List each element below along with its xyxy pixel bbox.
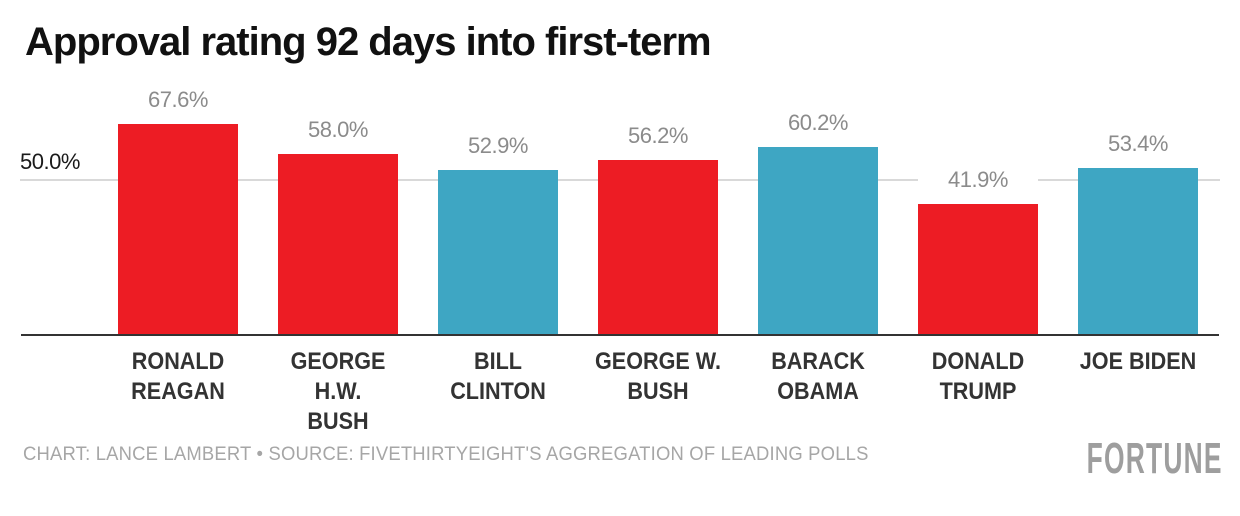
- bar: [278, 154, 398, 336]
- bar-value-label: 58.0%: [278, 118, 398, 142]
- y-axis-label-50: 50.0%: [20, 149, 80, 174]
- fortune-logo: FORTUNE: [1087, 434, 1223, 483]
- bar-value-label: 41.9%: [918, 168, 1038, 192]
- bar-category-label: GEORGE W. BUSH: [594, 348, 721, 405]
- bar: [758, 147, 878, 336]
- bar-category-label: BARACK OBAMA: [771, 348, 865, 405]
- bar: [598, 160, 718, 336]
- bar: [438, 170, 558, 336]
- bar: [118, 124, 238, 336]
- bar-value-label: 67.6%: [118, 88, 238, 112]
- bar-value-label: 52.9%: [438, 134, 558, 158]
- bar-category-label: BILL CLINTON: [450, 348, 546, 405]
- bar-value-label: 60.2%: [758, 111, 878, 135]
- bar-category-label: RONALD REAGAN: [131, 348, 225, 405]
- bar-value-label: 56.2%: [598, 124, 718, 148]
- bar-category-label: GEORGE H.W. BUSH: [290, 348, 386, 435]
- chart-title: Approval rating 92 days into first-term: [25, 20, 712, 64]
- bar-value-label: 53.4%: [1078, 132, 1198, 156]
- bar: [1078, 168, 1198, 336]
- x-axis-line: [21, 334, 1219, 336]
- bar-category-label: DONALD TRUMP: [931, 348, 1025, 405]
- bar-category-label: JOE BIDEN: [1079, 348, 1197, 375]
- bar: [918, 204, 1038, 336]
- chart-credit: CHART: LANCE LAMBERT • SOURCE: FIVETHIRT…: [23, 444, 869, 465]
